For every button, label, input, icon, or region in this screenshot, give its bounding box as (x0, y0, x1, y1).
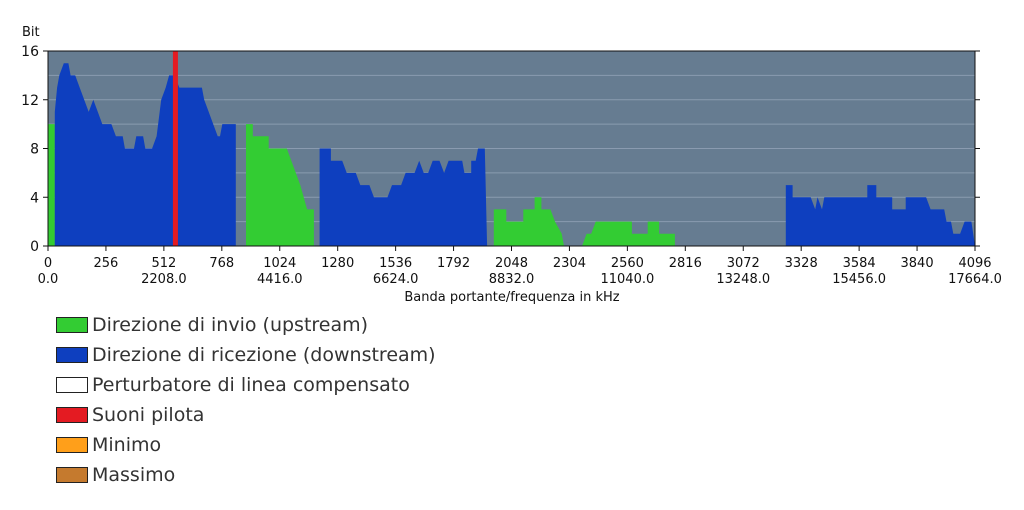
legend-swatch (56, 317, 88, 333)
series-area (785, 185, 975, 246)
x-tick-label: 512 (151, 256, 176, 271)
legend-item: Direzione di ricezione (downstream) (56, 340, 436, 370)
x-tick-label-frequency: 13248.0 (716, 272, 770, 287)
x-tick-label: 3584 (843, 256, 876, 271)
legend-label: Perturbatore di linea compensato (92, 374, 410, 396)
x-tick-label: 0 (44, 256, 52, 271)
x-axis-label: Banda portante/frequenza in kHz (404, 290, 619, 305)
x-tick-label: 1536 (379, 256, 412, 271)
series-area (319, 148, 488, 246)
x-tick-label: 1792 (437, 256, 470, 271)
x-tick-label: 3072 (727, 256, 760, 271)
series-area (246, 124, 314, 246)
x-tick-label-frequency: 2208.0 (141, 272, 187, 287)
legend-item: Massimo (56, 460, 436, 490)
legend-label: Minimo (92, 434, 162, 456)
x-tick-label: 1024 (263, 256, 296, 271)
y-axis-label: Bit (22, 25, 40, 40)
legend: Direzione di invio (upstream) Direzione d… (56, 310, 436, 490)
x-tick-label: 2560 (611, 256, 644, 271)
y-tick-label: 12 (21, 93, 39, 109)
x-tick-label-frequency: 8832.0 (489, 272, 535, 287)
legend-swatch (56, 377, 88, 393)
x-tick-label-frequency: 4416.0 (257, 272, 303, 287)
x-tick-label-frequency: 11040.0 (600, 272, 654, 287)
y-tick-label: 0 (30, 239, 39, 255)
legend-swatch (56, 437, 88, 453)
pilot-tone-marker (172, 51, 178, 246)
legend-item: Minimo (56, 430, 436, 460)
x-tick-label: 768 (209, 256, 234, 271)
legend-item: Direzione di invio (upstream) (56, 310, 436, 340)
y-tick-label: 16 (21, 44, 39, 60)
legend-swatch (56, 407, 88, 423)
legend-swatch (56, 347, 88, 363)
x-tick-label: 2048 (495, 256, 528, 271)
series-area (493, 197, 564, 246)
x-tick-label-frequency: 0.0 (38, 272, 59, 287)
legend-item: Suoni pilota (56, 400, 436, 430)
x-tick-label-frequency: 6624.0 (373, 272, 419, 287)
legend-label: Massimo (92, 464, 176, 486)
series-area (582, 221, 675, 246)
x-tick-label: 256 (94, 256, 119, 271)
x-tick-label: 2816 (669, 256, 702, 271)
legend-label: Direzione di invio (upstream) (92, 314, 369, 336)
x-tick-label: 3328 (785, 256, 818, 271)
x-tick-label: 2304 (553, 256, 586, 271)
x-tick-label-frequency: 17664.0 (948, 272, 1002, 287)
pilot-tone-markers (172, 51, 178, 246)
legend-label: Suoni pilota (92, 404, 205, 426)
legend-item: Perturbatore di linea compensato (56, 370, 436, 400)
x-tick-label-frequency: 15456.0 (832, 272, 886, 287)
y-tick-label: 8 (30, 142, 39, 158)
y-tick-label: 4 (30, 190, 39, 206)
legend-swatch (56, 467, 88, 483)
series-area (54, 63, 236, 247)
x-tick-label: 3840 (901, 256, 934, 271)
legend-label: Direzione di ricezione (downstream) (92, 344, 436, 366)
series-area (48, 124, 55, 246)
x-tick-label: 4096 (958, 256, 991, 271)
bit-areas (48, 63, 975, 247)
x-tick-label: 1280 (321, 256, 354, 271)
